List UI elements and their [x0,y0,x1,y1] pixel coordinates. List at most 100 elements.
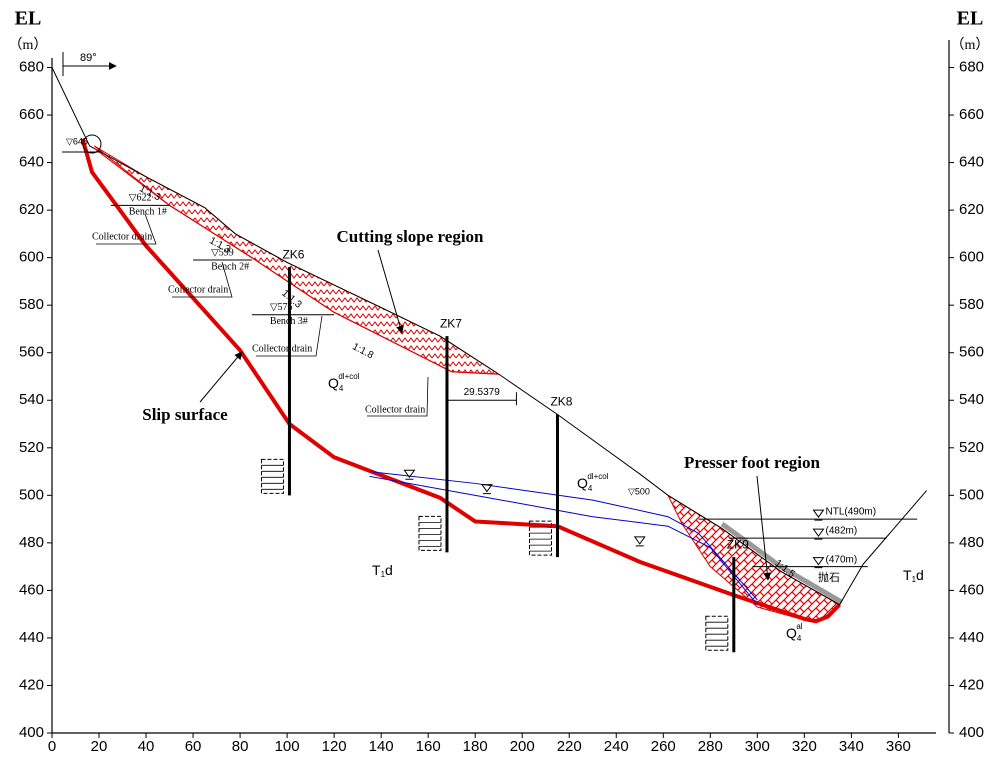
stratum-tail: d [385,562,393,578]
chart: EL （m） EL （m） 40040042042044044046046048… [0,0,1003,758]
stratum-label: T1d [372,562,393,579]
y-label-right: EL [957,8,984,30]
x-tick-label: 0 [48,738,56,755]
x-tick-label: 180 [463,738,488,755]
y-tick-label: 400 [19,724,44,741]
y-tick-label-right: 580 [959,296,984,313]
y-tick-label: 560 [19,344,44,361]
water-level-label: (482m) [826,526,858,537]
stratum-sup: dl+col [338,372,359,381]
y-tick-label: 640 [19,154,44,171]
x-tick-label: 220 [557,738,582,755]
region-label: Cutting slope region [336,227,484,246]
water-symbol [404,470,414,479]
y-unit-right: （m） [951,37,990,53]
water-symbol [482,485,492,494]
stratum-base: Q [577,475,588,491]
y-tick-label-right: 640 [959,154,984,171]
y-tick-label-right: 520 [959,439,984,456]
y-tick-label-right: 540 [959,391,984,408]
y-tick-label: 600 [19,249,44,266]
annotation: Collector drain [92,231,152,242]
x-tick-label: 100 [275,738,300,755]
annotation: ▽500 [628,486,650,496]
page: {"chart_data": { "type": "line", "y_labe… [0,0,1003,758]
x-tick-label: 140 [369,738,394,755]
series-label: Slip surface [142,405,228,424]
stratum-label: Q4 dl+col [577,472,609,493]
y-tick-label: 500 [19,486,44,503]
x-tick-label: 20 [91,738,108,755]
stratum-label: Q4 dl+col [328,372,360,393]
bench-name: Bench 3# [270,316,308,327]
y-tick-label: 460 [19,581,44,598]
stratum-sub: 4 [588,484,593,493]
y-label-left: EL [15,8,42,30]
water-level-label: NTL(490m) [826,507,877,518]
water-level-label: (470m) [826,554,858,565]
y-tick-label-right: 460 [959,581,984,598]
stratum-base: Q [328,375,339,391]
x-tick-label: 300 [745,738,770,755]
borehole-label: ZK9 [727,537,749,551]
stratum-sub: 4 [339,384,344,393]
annotation: Collector drain [252,343,312,354]
y-tick-label-right: 420 [959,676,984,693]
dimension-label: 29.5379 [464,387,501,398]
x-tick-label: 200 [510,738,535,755]
annotation: Collector drain [365,404,425,415]
annotation: ▽645 [66,136,88,146]
region-label: Presser foot region [684,453,821,472]
x-tick-label: 260 [651,738,676,755]
y-tick-label: 480 [19,534,44,551]
y-tick-label: 520 [19,439,44,456]
y-unit-left: （m） [9,37,48,53]
stratum-tail: d [916,567,924,583]
annotation: Collector drain [168,284,228,295]
y-tick-label-right: 440 [959,629,984,646]
x-tick-label: 280 [698,738,723,755]
y-tick-label-right: 680 [959,58,984,75]
y-tick-label-right: 620 [959,201,984,218]
arrow [200,352,242,402]
rock-symbol [419,516,441,550]
y-tick-label: 580 [19,296,44,313]
y-tick-label: 620 [19,201,44,218]
stratum-label: T1d [903,567,924,584]
annotation: 1:1.8 [350,341,375,361]
y-tick-label: 420 [19,676,44,693]
y-tick-label: 540 [19,391,44,408]
y-tick-label-right: 560 [959,344,984,361]
x-tick-label: 360 [886,738,911,755]
y-tick-label: 660 [19,106,44,123]
y-tick-label: 440 [19,629,44,646]
annotation: 89° [80,52,97,64]
borehole-label: ZK8 [550,395,572,409]
bench-name: Bench 2# [211,261,249,272]
x-tick-label: 240 [604,738,629,755]
x-tick-label: 320 [792,738,817,755]
x-tick-label: 120 [322,738,347,755]
bench-name: Bench 1# [129,207,167,218]
stratum-base: Q [786,625,797,641]
y-tick-label-right: 400 [959,724,984,741]
x-tick-label: 60 [185,738,202,755]
x-tick-label: 80 [232,738,249,755]
rock-symbol [261,459,283,493]
borehole-label: ZK6 [282,247,304,261]
stratum-sup: dl+col [587,472,608,481]
stratum-sup: al [796,622,802,631]
stratum-sub: 4 [797,634,802,643]
rock-symbol [706,616,728,650]
x-tick-label: 40 [138,738,155,755]
x-tick-label: 340 [839,738,864,755]
stratum-label: Q4 al [786,622,803,643]
x-tick-label: 160 [416,738,441,755]
water-symbol [635,537,645,546]
borehole-label: ZK7 [440,316,462,330]
annotation: 抛石 [818,570,840,584]
y-tick-label-right: 500 [959,486,984,503]
y-tick-label-right: 480 [959,534,984,551]
y-tick-label-right: 600 [959,249,984,266]
y-tick-label-right: 660 [959,106,984,123]
